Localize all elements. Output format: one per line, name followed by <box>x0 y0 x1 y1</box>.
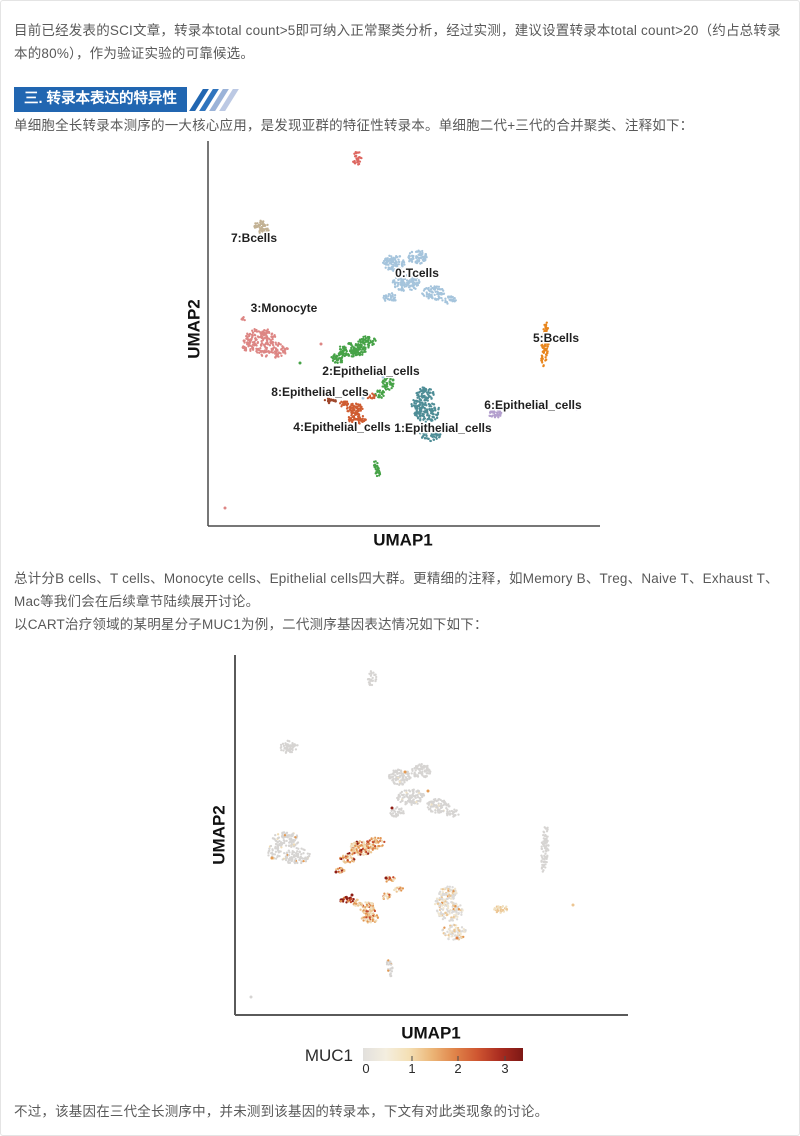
paragraph-conclusion: 不过，该基因在三代全长测序中，并未测到该基因的转录本，下文有对此类现象的讨论。 <box>14 1104 549 1119</box>
umap-muc1-expression: UMAP1 UMAP2 0 1 2 3 MUC1 <box>209 655 628 1076</box>
cluster-label: 5:Bcells <box>533 331 579 345</box>
cluster-label: 2:Epithelial_cells <box>322 364 420 378</box>
y-axis-label: UMAP2 <box>209 805 228 865</box>
umap-annotated-clusters: 7:Bcells 0:Tcells 3:Monocyte 2:Epithelial_c… <box>184 141 600 549</box>
cluster-label: 1:Epithelial_cells <box>394 421 492 435</box>
paragraph-core-application: 单细胞全长转录本测序的一大核心应用，是发现亚群的特征性转录本。单细胞二代+三代的… <box>14 118 694 133</box>
cluster-label: 4:Epithelial_cells <box>293 420 391 434</box>
section-header: 三. 转录本表达的特异性 <box>14 87 239 112</box>
paragraph-cluster-summary: 总计分B cells、T cells、Monocyte cells、Epithe… <box>14 571 779 609</box>
paragraph-muc1-intro: 以CART治疗领域的某明星分子MUC1为例，二代测序基因表达情况如下如下： <box>14 617 488 632</box>
cluster-label: 7:Bcells <box>231 231 277 245</box>
x-axis-label: UMAP1 <box>401 1023 461 1042</box>
y-axis-label: UMAP2 <box>184 299 203 359</box>
colorbar-label: MUC1 <box>305 1046 353 1065</box>
colorbar-tick-label: 3 <box>501 1061 508 1076</box>
cluster-label: 3:Monocyte <box>251 301 318 315</box>
umap-muc1-expression-points <box>249 670 575 999</box>
paragraph-sci-threshold: 目前已经发表的SCI文章，转录本total count>5即可纳入正常聚类分析，… <box>14 23 781 61</box>
cluster-label: 6:Epithelial_cells <box>484 398 582 412</box>
cluster-label: 8:Epithelial_cells <box>271 385 369 399</box>
colorbar-tick-label: 1 <box>408 1061 415 1076</box>
cluster-label: 0:Tcells <box>395 266 439 280</box>
x-axis-label: UMAP1 <box>373 530 433 549</box>
colorbar: 0 1 2 3 MUC1 <box>305 1046 523 1076</box>
colorbar-tick-label: 0 <box>362 1061 369 1076</box>
colorbar-gradient <box>363 1048 523 1061</box>
colorbar-tick-label: 2 <box>454 1061 461 1076</box>
section-title: 三. 转录本表达的特异性 <box>14 87 188 112</box>
umap-annotated-clusters-points <box>223 151 579 510</box>
